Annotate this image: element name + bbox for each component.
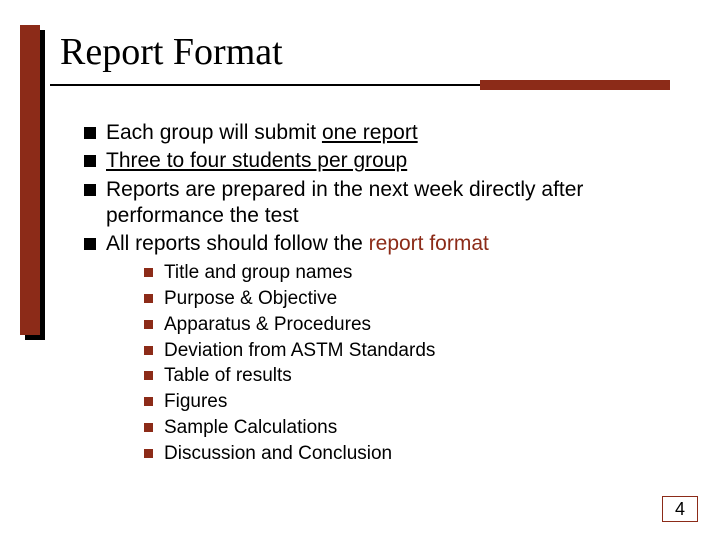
list-item: Table of results	[144, 364, 670, 388]
text: Figures	[164, 391, 227, 412]
underlined-text: one report	[322, 121, 418, 144]
page-number-text: 4	[675, 499, 685, 519]
list-item: Purpose & Objective	[144, 287, 670, 311]
list-item: Three to four students per group	[84, 148, 670, 174]
text: Reports are prepared in the next week di…	[106, 178, 583, 227]
list-item: Each group will submit one report	[84, 120, 670, 146]
text: All reports should follow the	[106, 232, 369, 255]
title-rule	[60, 80, 670, 92]
text: Title and group names	[164, 262, 352, 283]
left-accent-bar	[20, 25, 40, 335]
text: Each group will submit	[106, 121, 322, 144]
sub-list: Title and group names Purpose & Objectiv…	[106, 261, 670, 465]
list-item: Discussion and Conclusion	[144, 442, 670, 466]
list-item: All reports should follow the report for…	[84, 231, 670, 465]
list-item: Apparatus & Procedures	[144, 313, 670, 337]
text: Apparatus & Procedures	[164, 314, 371, 335]
page-number: 4	[662, 496, 698, 522]
list-item: Sample Calculations	[144, 416, 670, 440]
title-accent-bar	[480, 80, 670, 90]
text: Discussion and Conclusion	[164, 443, 392, 464]
text: Deviation from ASTM Standards	[164, 340, 435, 361]
list-item: Figures	[144, 390, 670, 414]
list-item: Reports are prepared in the next week di…	[84, 177, 670, 230]
text: Sample Calculations	[164, 417, 337, 438]
list-item: Deviation from ASTM Standards	[144, 339, 670, 363]
underlined-text: Three to four students per group	[106, 149, 407, 172]
page-title: Report Format	[60, 30, 670, 80]
title-area: Report Format	[60, 30, 670, 92]
list-item: Title and group names	[144, 261, 670, 285]
text: Purpose & Objective	[164, 288, 337, 309]
main-list: Each group will submit one report Three …	[60, 120, 670, 465]
content: Each group will submit one report Three …	[60, 120, 670, 465]
slide: Report Format Each group will submit one…	[0, 0, 720, 540]
accent-text: report format	[369, 232, 489, 255]
text: Table of results	[164, 365, 292, 386]
